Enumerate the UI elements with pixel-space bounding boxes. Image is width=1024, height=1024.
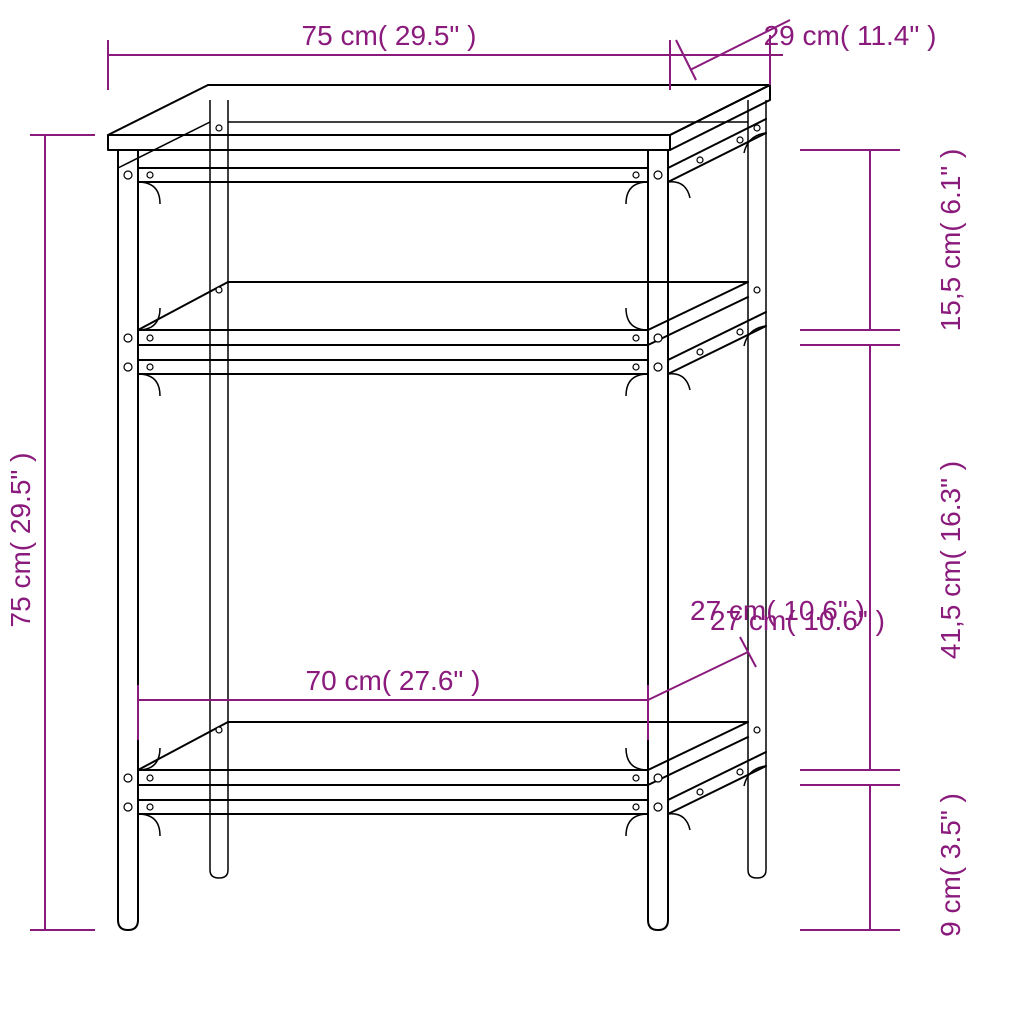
dim-right-gap1: 15,5 cm( 6.1" ) — [935, 149, 966, 332]
dimension-diagram: 75 cm( 29.5" ) — [0, 0, 1024, 1024]
dim-right-gap3: 9 cm( 3.5" ) — [935, 793, 966, 937]
dim-shelf-depth: 27 cm( 10.6" ) — [710, 605, 885, 636]
dim-right-gap2: 41,5 cm( 16.3" ) — [935, 461, 966, 659]
dim-top-width: 75 cm( 29.5" ) — [302, 20, 477, 51]
dim-shelf-width: 70 cm( 27.6" ) — [306, 665, 481, 696]
dim-left-height: 75 cm( 29.5" ) — [5, 453, 36, 628]
dimensions: 75 cm( 29.5" ) — [5, 0, 966, 937]
dim-top-depth: 29 cm( 11.4" ) — [764, 20, 937, 51]
product-drawing — [108, 85, 770, 930]
